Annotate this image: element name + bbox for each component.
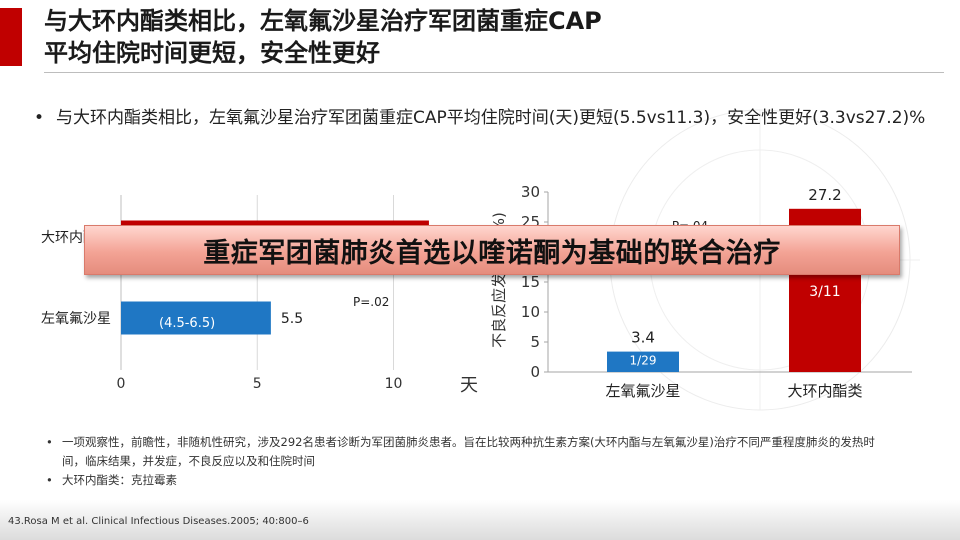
- bar: [121, 301, 271, 335]
- title-accent-bar: [0, 8, 22, 66]
- x-tick-label: 0: [117, 376, 126, 392]
- data-label: 3.4: [631, 329, 655, 347]
- y-tick-label: 5: [530, 333, 540, 351]
- title-divider: [44, 72, 944, 73]
- page-title: 与大环内酯类相比，左氧氟沙星治疗军团菌重症CAP 平均住院时间更短，安全性更好: [44, 5, 602, 69]
- footnote-text: 一项观察性，前瞻性，非随机性研究，涉及292名患者诊断为军团菌肺炎患者。旨在比较…: [62, 435, 875, 468]
- data-label: 5.5: [281, 311, 303, 327]
- bullet-marker: •: [34, 108, 45, 128]
- y-tick-label: 0: [530, 363, 540, 381]
- highlight-banner: 重症军团菌肺炎首选以喹诺酮为基础的联合治疗: [84, 225, 900, 275]
- inner-label: 3/11: [809, 284, 840, 300]
- data-label: 27.2: [808, 186, 841, 204]
- title-line-2: 平均住院时间更短，安全性更好: [44, 39, 380, 67]
- title-line-1: 与大环内酯类相比，左氧氟沙星治疗军团菌重症CAP: [44, 7, 602, 35]
- x-tick-label: 10: [385, 376, 403, 392]
- footnote-item: • 一项观察性，前瞻性，非随机性研究，涉及292名患者诊断为军团菌肺炎患者。旨在…: [46, 433, 876, 471]
- category-label: 左氧氟沙星: [41, 311, 111, 327]
- footer-band: [0, 500, 960, 540]
- bar: [607, 351, 679, 372]
- category-label: 大环内酯类: [787, 382, 862, 400]
- inner-label: 1/29: [630, 354, 657, 368]
- y-tick-label: 30: [521, 183, 540, 201]
- footnote-item: • 大环内酯类：克拉霉素: [46, 471, 876, 490]
- category-label: 左氧氟沙星: [605, 382, 680, 400]
- reference-citation: 43.Rosa M et al. Clinical Infectious Dis…: [8, 516, 309, 527]
- highlight-banner-text: 重症军团菌肺炎首选以喹诺酮为基础的联合治疗: [203, 237, 781, 269]
- main-bullet: • 与大环内酯类相比，左氧氟沙星治疗军团菌重症CAP平均住院时间(天)更短(5.…: [34, 103, 934, 133]
- y-tick-label: 10: [521, 303, 540, 321]
- p-value-label: P=.02: [353, 295, 389, 309]
- y-tick-label: 15: [521, 273, 540, 291]
- x-axis-unit: 天: [460, 375, 478, 396]
- footnote-marker: •: [46, 473, 53, 487]
- footnote-text: 大环内酯类：克拉霉素: [62, 473, 177, 487]
- footnotes: • 一项观察性，前瞻性，非随机性研究，涉及292名患者诊断为军团菌肺炎患者。旨在…: [46, 433, 876, 490]
- x-tick-label: 5: [253, 376, 262, 392]
- ci-label: (4.5-6.5): [159, 316, 215, 331]
- footnote-marker: •: [46, 435, 53, 449]
- adverse-event-chart: 051015202530不良反应发生率 (%)3.4左氧氟沙星27.2大环内酯类…: [490, 183, 912, 400]
- main-bullet-text: 与大环内酯类相比，左氧氟沙星治疗军团菌重症CAP平均住院时间(天)更短(5.5v…: [56, 108, 926, 128]
